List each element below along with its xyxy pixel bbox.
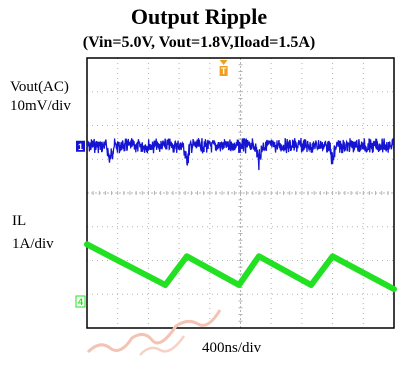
il-trace — [84, 241, 397, 293]
time-scale-label: 400ns/div — [202, 340, 262, 356]
ch2-scale-label: 1A/div — [12, 236, 54, 252]
chart-subtitle: (Vin=5.0V, Vout=1.8V,Iload=1.5A) — [82, 34, 316, 51]
trigger-arrow — [219, 60, 228, 65]
svg-text:4: 4 — [78, 297, 83, 307]
ch1-name-label: Vout(AC) — [10, 79, 69, 95]
scope-frame — [86, 57, 395, 329]
chart-title: Output Ripple — [130, 4, 268, 29]
ch1-scale-label: 10mV/div — [10, 98, 71, 114]
svg-text:1: 1 — [78, 142, 83, 152]
vout-trace — [86, 138, 395, 171]
trigger-marker: T — [219, 66, 228, 76]
ch2-marker: 4 — [75, 295, 86, 308]
watermark-scribble — [86, 309, 222, 356]
ch2-name-label: IL — [12, 213, 27, 229]
svg-text:T: T — [221, 66, 227, 76]
ch1-marker: 1 — [76, 140, 85, 152]
